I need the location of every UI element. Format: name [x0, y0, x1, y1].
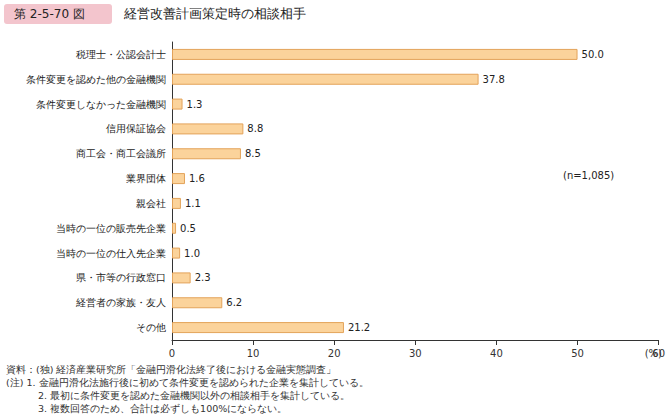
svg-text:条件変更しなかった金融機関: 条件変更しなかった金融機関 [36, 99, 166, 110]
svg-text:8.5: 8.5 [245, 148, 261, 159]
svg-text:21.2: 21.2 [348, 322, 370, 333]
svg-text:30: 30 [409, 348, 422, 359]
svg-text:(注) 1. 金融円滑化法施行後に初めて条件変更を認められた: (注) 1. 金融円滑化法施行後に初めて条件変更を認められた企業を集計している。 [6, 377, 369, 388]
svg-text:商工会・商工会議所: 商工会・商工会議所 [76, 148, 166, 159]
svg-text:業界団体: 業界団体 [126, 173, 166, 184]
svg-text:1.1: 1.1 [185, 198, 201, 209]
svg-text:6.2: 6.2 [226, 297, 242, 308]
svg-text:信用保証協会: 信用保証協会 [106, 123, 166, 134]
svg-text:条件変更を認めた他の金融機関: 条件変更を認めた他の金融機関 [26, 74, 166, 85]
svg-text:40: 40 [490, 348, 503, 359]
svg-text:1.3: 1.3 [187, 99, 203, 110]
svg-text:その他: その他 [136, 322, 166, 333]
svg-text:(n=1,085): (n=1,085) [563, 170, 614, 181]
svg-text:1.6: 1.6 [189, 173, 205, 184]
svg-text:税理士・公認会計士: 税理士・公認会計士 [76, 49, 166, 60]
svg-text:0: 0 [169, 348, 175, 359]
svg-text:0.5: 0.5 [180, 223, 196, 234]
svg-text:50.0: 50.0 [582, 49, 604, 60]
svg-text:2. 最初に条件変更を認めた金融機関以外の相談相手を集計して: 2. 最初に条件変更を認めた金融機関以外の相談相手を集計している。 [38, 390, 350, 401]
svg-text:2.3: 2.3 [195, 272, 211, 283]
svg-text:第 2-5-70 図: 第 2-5-70 図 [14, 7, 85, 21]
svg-text:経営者の家族・友人: 経営者の家族・友人 [75, 297, 166, 308]
svg-text:37.8: 37.8 [483, 74, 505, 85]
svg-text:当時の一位の販売先企業: 当時の一位の販売先企業 [56, 223, 166, 234]
svg-text:3. 複数回答のため、合計は必ずしも100%にならない。: 3. 複数回答のため、合計は必ずしも100%にならない。 [38, 403, 287, 415]
svg-text:親会社: 親会社 [136, 198, 166, 209]
svg-text:20: 20 [328, 348, 341, 359]
svg-text:10: 10 [247, 348, 260, 359]
svg-text:経営改善計画策定時の相談相手: 経営改善計画策定時の相談相手 [123, 6, 306, 21]
svg-text:50: 50 [571, 348, 584, 359]
svg-text:資料：(独) 経済産業研究所「金融円滑化法終了後における金融: 資料：(独) 経済産業研究所「金融円滑化法終了後における金融実態調査」 [6, 364, 336, 375]
svg-text:当時の一位の仕入先企業: 当時の一位の仕入先企業 [56, 248, 166, 259]
svg-text:県・市等の行政窓口: 県・市等の行政窓口 [76, 272, 166, 283]
svg-text:8.8: 8.8 [247, 123, 263, 134]
svg-text:60: 60 [652, 348, 665, 359]
svg-text:1.0: 1.0 [184, 248, 200, 259]
